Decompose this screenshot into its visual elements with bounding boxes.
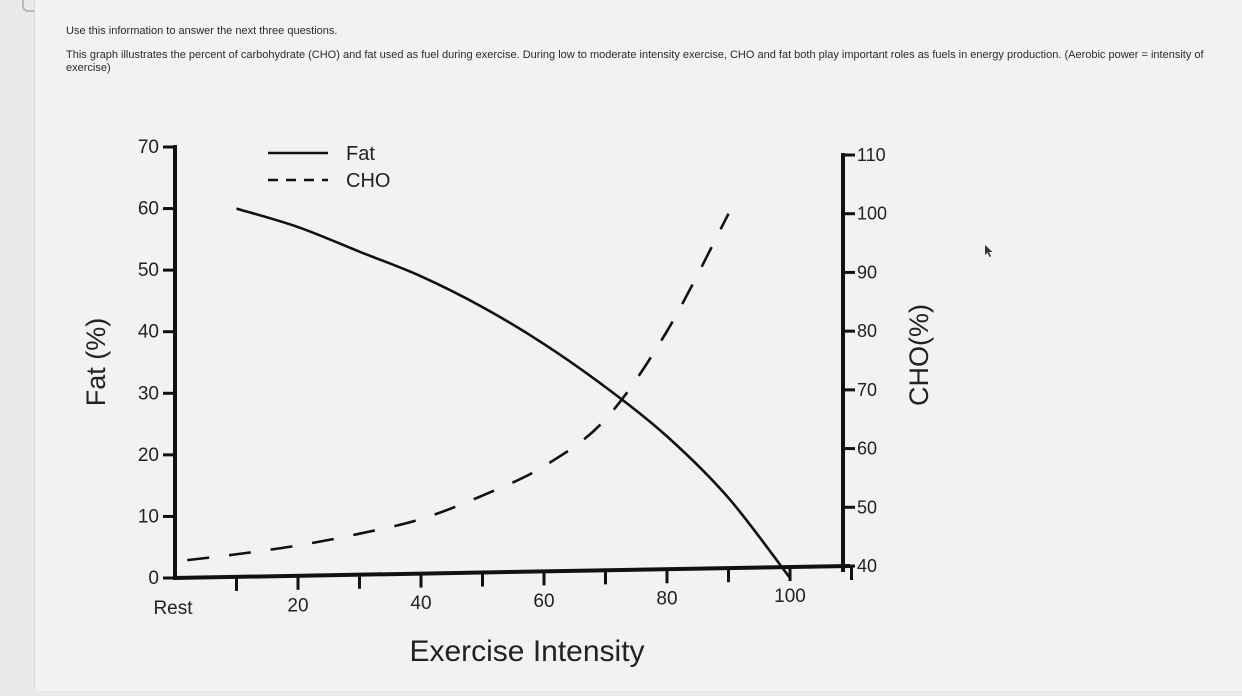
y-axis-title: Fat (%) bbox=[81, 318, 111, 407]
right-axis-tick-label: 80 bbox=[857, 321, 877, 341]
y2-axis-title: CHO(%) bbox=[904, 304, 934, 406]
right-axis-tick-label: 70 bbox=[857, 380, 877, 400]
left-axis-tick-label: 50 bbox=[138, 260, 159, 281]
x-axis-tick-label: 60 bbox=[533, 591, 554, 612]
left-axis-tick-label: 10 bbox=[138, 506, 159, 527]
right-axis-tick-label: 40 bbox=[857, 556, 877, 576]
left-axis-tick-label: 60 bbox=[138, 199, 159, 220]
left-axis-tick-label: 20 bbox=[138, 445, 159, 466]
x-axis-tick-label: Rest bbox=[153, 598, 193, 619]
right-axis-tick-label: 90 bbox=[857, 262, 877, 282]
legend-label-fat: Fat bbox=[346, 143, 375, 165]
series-fat-line bbox=[236, 207, 792, 579]
right-axis-tick-label: 110 bbox=[857, 145, 886, 165]
right-axis-tick-label: 60 bbox=[857, 439, 877, 459]
mouse-cursor-icon bbox=[985, 245, 993, 257]
x-axis-tick-label: 40 bbox=[410, 593, 431, 614]
x-axis-tick-label: 80 bbox=[656, 588, 677, 609]
x-axis-line bbox=[172, 564, 851, 580]
x-axis-tick-label: 20 bbox=[287, 596, 308, 617]
left-axis-tick-label: 40 bbox=[138, 322, 159, 343]
left-axis-tick-label: 70 bbox=[138, 137, 159, 158]
x-axis-tick-label: 100 bbox=[774, 586, 806, 607]
intro-lead: Use this information to answer the next … bbox=[66, 25, 338, 37]
x-axis-title: Exercise Intensity bbox=[409, 635, 644, 668]
left-axis-tick-label: 0 bbox=[148, 568, 159, 589]
intro-description: This graph illustrates the percent of ca… bbox=[66, 49, 1204, 74]
left-axis-tick-label: 30 bbox=[138, 383, 159, 404]
series-cho-line bbox=[187, 213, 730, 562]
right-axis-tick-label: 100 bbox=[857, 204, 887, 224]
question-intro: Use this information to answer the next … bbox=[66, 25, 1206, 75]
legend-label-cho: CHO bbox=[346, 170, 390, 192]
right-axis-tick-label: 50 bbox=[857, 497, 877, 517]
